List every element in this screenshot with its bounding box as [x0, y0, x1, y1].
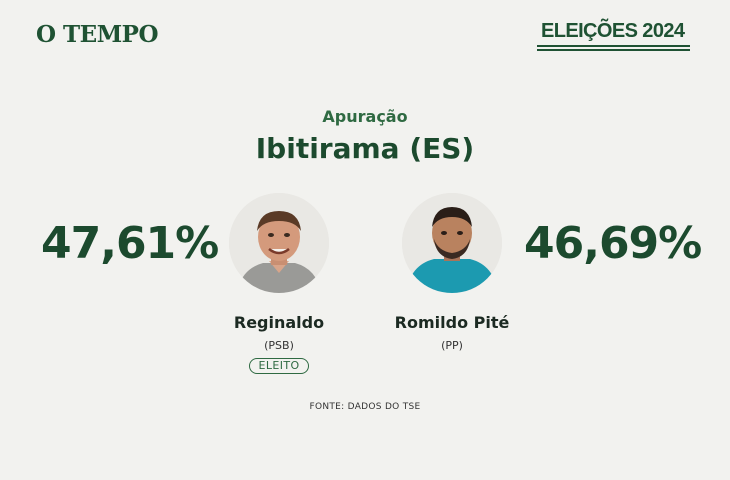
candidate-2-party: (PP) — [441, 339, 463, 352]
page-title: Ibitirama (ES) — [255, 132, 475, 165]
candidate-1-info: Reginaldo (PSB) ELEITO — [194, 312, 364, 374]
candidate-2-name: Romildo Pité — [394, 313, 510, 332]
page-subtitle: Apuração — [322, 107, 408, 126]
badge-underline — [537, 49, 690, 51]
candidate-2-avatar — [402, 193, 502, 293]
results-header: Apuração Ibitirama (ES) — [0, 106, 730, 167]
candidate-1-percent: 47,61% — [41, 218, 219, 269]
candidate-1-party: (PSB) — [264, 339, 294, 352]
candidate-2-percent: 46,69% — [524, 218, 702, 269]
elected-badge: ELEITO — [249, 358, 309, 374]
elections-badge: ELEIÇÕES 2024 — [537, 18, 690, 52]
candidate-1-name: Reginaldo — [233, 313, 325, 332]
elections-badge-label: ELEIÇÕES 2024 — [541, 20, 685, 42]
candidate-2-info: Romildo Pité (PP) — [367, 312, 537, 354]
candidate-photo-romildo — [402, 193, 502, 293]
badge-underline — [537, 45, 690, 47]
candidate-photo-reginaldo — [229, 193, 329, 293]
candidate-1-avatar — [229, 193, 329, 293]
data-source: FONTE: DADOS DO TSE — [309, 402, 421, 412]
brand-logo: O TEMPO — [36, 21, 158, 48]
